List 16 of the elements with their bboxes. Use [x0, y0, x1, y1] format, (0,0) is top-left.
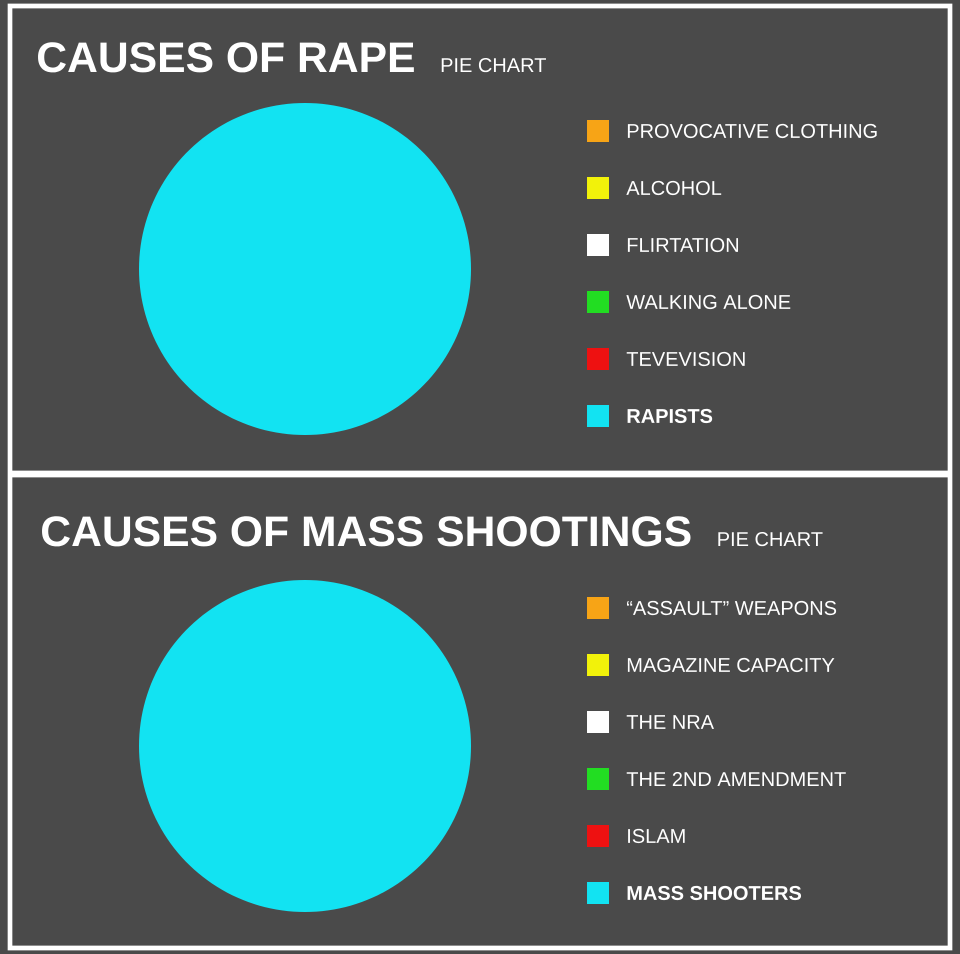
- legend-label: ISLAM: [628, 828, 685, 844]
- legend-label: “ASSAULT” WEAPONS: [627, 600, 836, 616]
- chart-title: CAUSES OF RAPE: [38, 42, 414, 72]
- legend-label: MAGAZINE CAPACITY: [628, 658, 834, 672]
- legend-label: THE NRA: [626, 715, 714, 729]
- chart-subtitle: PIE CHART: [718, 532, 823, 546]
- legend-label: WALKING ALONE: [626, 294, 790, 310]
- legend-label: PROVOCATIVE CLOTHING: [628, 124, 877, 138]
- legend-label: RAPISTS: [628, 408, 712, 424]
- legend-label: ALCOHOL: [626, 180, 722, 196]
- legend-label: MASS SHOOTERS: [628, 886, 802, 900]
- chart-subtitle: PIE CHART: [442, 58, 546, 72]
- legend-label: TEVEVISION: [626, 352, 745, 366]
- legend-label: THE 2ND AMENDMENT: [626, 772, 846, 786]
- chart-title: CAUSES OF MASS SHOOTINGS: [42, 516, 690, 546]
- legend-label: FLIRTATION: [628, 238, 738, 252]
